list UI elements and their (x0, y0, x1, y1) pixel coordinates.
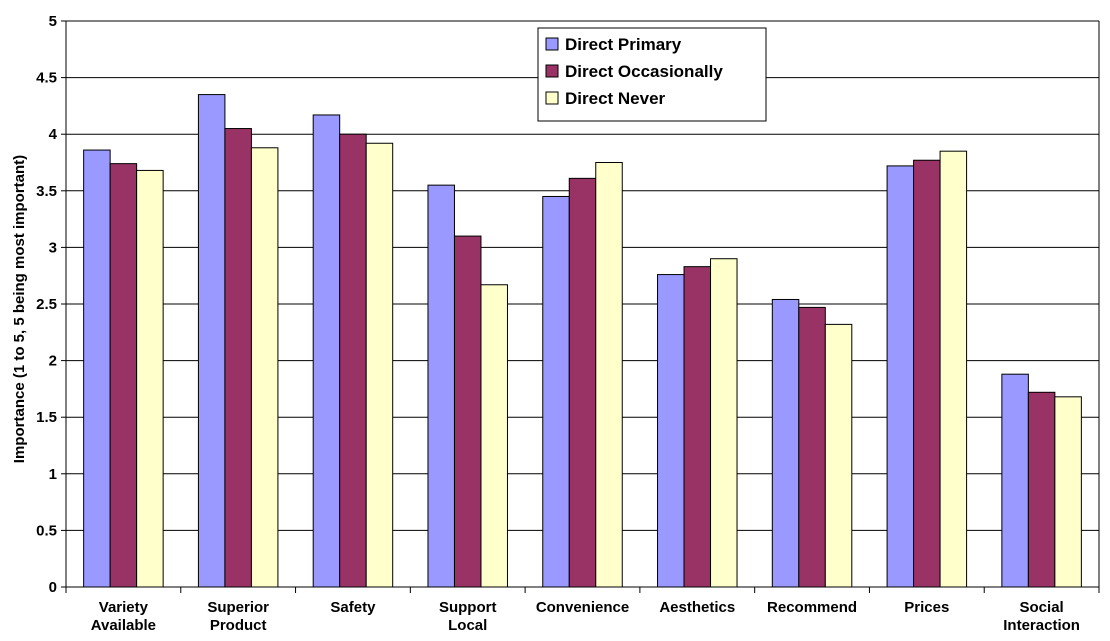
y-tick-label: 4.5 (36, 70, 57, 87)
bar (109, 163, 138, 588)
y-tick-label: 0 (49, 579, 57, 596)
x-tick-label: Variety Available (91, 599, 156, 634)
bar (224, 128, 252, 588)
x-tick-label: Recommend (767, 599, 857, 616)
legend-swatch (545, 37, 559, 51)
bar (83, 149, 111, 588)
bar (339, 133, 367, 588)
bar (913, 159, 941, 588)
bar (453, 235, 482, 588)
x-tick-label: Prices (904, 599, 949, 616)
legend-box (537, 27, 767, 122)
x-tick-label: Convenience (536, 599, 629, 616)
bar (1001, 373, 1029, 588)
bar (480, 284, 508, 588)
bar (365, 142, 394, 588)
bar (136, 169, 164, 588)
legend-label: Direct Never (565, 89, 666, 108)
bar (771, 298, 800, 588)
axes: 0 0.5 1 1.5 2 2.5 3 3.5 4 4.5 5 Variety Available Sup… (36, 13, 1100, 634)
y-tick-label: 3 (49, 239, 57, 256)
x-tick-label: Superior Product (207, 599, 269, 634)
bar (886, 165, 915, 588)
legend: Direct Primary Direct Occasionally Direct … (537, 27, 767, 122)
x-tick-label: Social Interaction (1003, 599, 1080, 634)
y-tick-label: 0.5 (36, 522, 57, 539)
y-tick-label: 1.5 (36, 409, 57, 426)
bar (710, 258, 738, 588)
legend-swatch (545, 91, 559, 105)
bar (657, 274, 685, 588)
bar (824, 323, 853, 588)
bar (312, 114, 341, 588)
bar (197, 94, 226, 588)
bar (568, 177, 597, 588)
y-tick-label: 1 (49, 466, 57, 483)
y-tick-label: 4 (49, 126, 58, 143)
bar (939, 150, 968, 588)
x-tick-label: Aesthetics (659, 599, 735, 616)
y-axis-title: Importance (1 to 5, 5 being most importa… (11, 155, 28, 463)
legend-label: Direct Primary (565, 35, 682, 54)
y-tick-label: 3.5 (36, 183, 57, 200)
x-tick-label: Safety (330, 599, 376, 616)
bar (542, 195, 570, 588)
y-tick-label: 2.5 (36, 296, 57, 313)
bar (427, 184, 455, 588)
legend-label: Direct Occasionally (565, 62, 723, 81)
legend-swatch (545, 64, 559, 78)
y-tick-label: 5 (49, 13, 57, 30)
bar (595, 162, 623, 588)
bar (683, 266, 712, 588)
y-tick-label: 2 (49, 353, 57, 370)
bar (250, 147, 279, 588)
bars (83, 94, 1082, 588)
bar (1027, 391, 1056, 588)
bar (1054, 396, 1082, 588)
x-tick-label: Support Local (439, 599, 497, 634)
bar (798, 306, 826, 588)
